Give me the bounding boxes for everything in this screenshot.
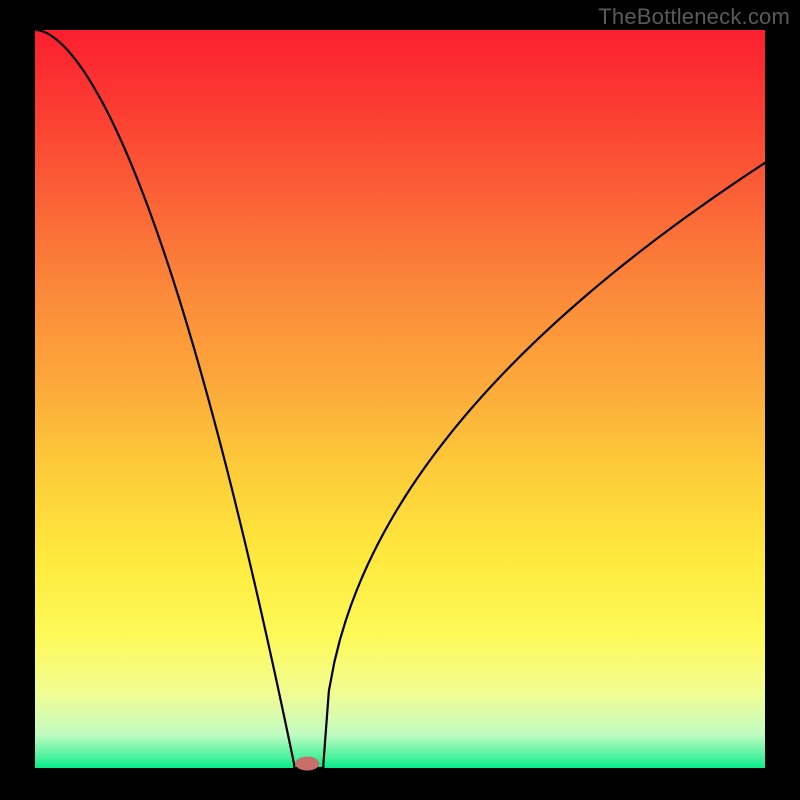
optimal-marker [295, 757, 319, 771]
bottleneck-chart-svg [0, 0, 800, 800]
chart-background [35, 30, 765, 768]
chart-container: TheBottleneck.com [0, 0, 800, 800]
watermark-text: TheBottleneck.com [598, 4, 790, 30]
